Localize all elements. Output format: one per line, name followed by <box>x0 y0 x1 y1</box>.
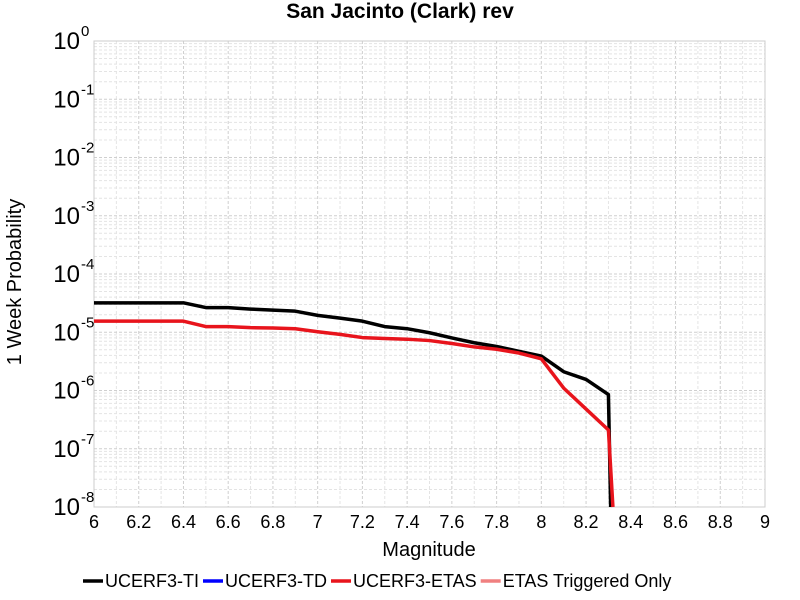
y-tick-exponent: -8 <box>81 489 94 506</box>
x-tick-label: 8.4 <box>618 512 643 532</box>
legend-label: ETAS Triggered Only <box>503 571 672 591</box>
y-tick-exponent: -3 <box>81 198 94 215</box>
y-tick-base: 10 <box>53 203 80 230</box>
legend-item-ucerf3-etas: UCERF3-ETAS <box>331 571 477 591</box>
x-tick-label: 8 <box>536 512 546 532</box>
y-tick-exponent: -4 <box>81 256 94 273</box>
y-tick-base: 10 <box>53 494 80 521</box>
legend-item-ucerf3-ti: UCERF3-TI <box>83 571 199 591</box>
x-tick-label: 6.2 <box>126 512 151 532</box>
x-tick-label: 6 <box>89 512 99 532</box>
y-tick-label: 10 -2 <box>53 140 94 172</box>
series-line-ucerf3-ti <box>94 301 613 508</box>
y-axis-label: 1 Week Probability <box>4 199 26 365</box>
x-tick-label: 9 <box>760 512 770 532</box>
y-tick-exponent: -2 <box>81 140 94 157</box>
x-tick-label: 7.6 <box>439 512 464 532</box>
y-tick-base: 10 <box>53 378 80 405</box>
y-tick-base: 10 <box>53 319 80 346</box>
y-tick-base: 10 <box>53 86 80 113</box>
legend-label: UCERF3-TI <box>105 571 199 591</box>
y-tick-label: 10 -7 <box>53 431 94 463</box>
x-tick-label: 8.6 <box>663 512 688 532</box>
plot-area <box>93 40 766 508</box>
x-tick-label: 8.2 <box>574 512 599 532</box>
legend-item-ucerf3-td: UCERF3-TD <box>203 571 327 591</box>
y-tick-base: 10 <box>53 436 80 463</box>
legend-item-etas-triggered-only: ETAS Triggered Only <box>480 571 672 591</box>
y-tick-label: 10 -3 <box>53 198 94 230</box>
chart-title: San Jacinto (Clark) rev <box>286 0 514 23</box>
x-tick-label: 7.8 <box>484 512 509 532</box>
x-tick-label: 7.2 <box>350 512 375 532</box>
y-tick-exponent: -6 <box>81 373 94 390</box>
y-tick-label: 10 -5 <box>53 314 94 346</box>
x-axis-label: Magnitude <box>382 539 475 561</box>
y-tick-label: 10 0 <box>53 23 89 55</box>
y-tick-label: 10 -6 <box>53 373 94 405</box>
y-tick-base: 10 <box>53 28 80 55</box>
grid <box>93 40 766 508</box>
x-tick-label: 6.4 <box>171 512 196 532</box>
y-tick-exponent: -7 <box>81 431 94 448</box>
y-tick-base: 10 <box>53 261 80 288</box>
legend-label: UCERF3-TD <box>225 571 327 591</box>
x-tick-label: 6.8 <box>260 512 285 532</box>
x-tick-label: 7 <box>313 512 323 532</box>
y-tick-label: 10 -4 <box>53 256 94 288</box>
x-axis-ticks: 6 6.2 6.4 6.6 6.8 7 7.2 7.4 7.6 7.8 8 8.2 8.4 8.6 8.8 9 <box>89 512 770 532</box>
y-tick-label: 10 -8 <box>53 489 94 521</box>
y-tick-label: 10 -1 <box>53 81 94 113</box>
y-tick-base: 10 <box>53 145 80 172</box>
x-tick-label: 8.8 <box>708 512 733 532</box>
y-tick-exponent: -5 <box>81 314 94 331</box>
x-tick-label: 6.6 <box>216 512 241 532</box>
y-tick-exponent: -1 <box>81 81 94 98</box>
series-layer <box>94 301 615 508</box>
series-line-ucerf3-etas <box>94 319 615 508</box>
y-tick-exponent: 0 <box>81 23 89 40</box>
x-tick-label: 7.4 <box>395 512 420 532</box>
legend: UCERF3-TI UCERF3-TD UCERF3-ETAS ETAS Trigge… <box>83 571 671 591</box>
legend-label: UCERF3-ETAS <box>353 571 477 591</box>
